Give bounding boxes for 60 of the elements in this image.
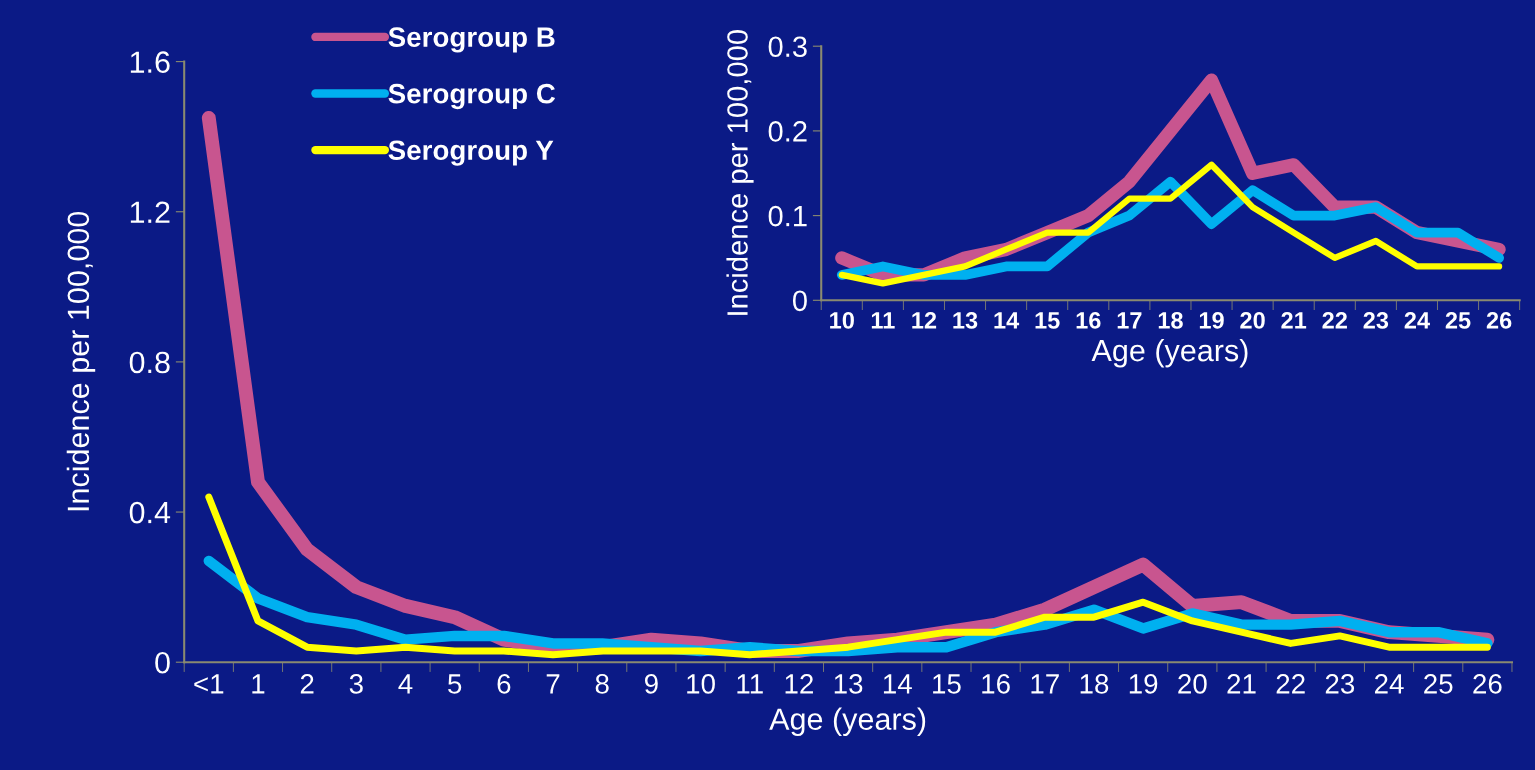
x-tick-label: 18	[1080, 674, 1109, 694]
x-tick-label: 20	[1240, 312, 1265, 329]
x-tick-label: 20	[1178, 674, 1207, 694]
x-tick-label: 12	[912, 312, 937, 329]
x-tick-label: 26	[1486, 312, 1512, 329]
x-tick-label: 13	[834, 674, 863, 694]
x-tick-label: 10	[830, 312, 854, 329]
x-tick-label: 11	[871, 312, 895, 329]
x-tick-label: 15	[933, 674, 961, 694]
x-tick-label: 22	[1276, 674, 1305, 694]
x-tick-label: 22	[1322, 312, 1347, 329]
x-tick-label: 24	[1374, 674, 1404, 694]
x-tick-label: 25	[1424, 674, 1453, 694]
x-tick-label: 7	[546, 674, 560, 694]
x-tick-label: <1	[194, 674, 224, 694]
x-tick-label: 9	[644, 674, 658, 694]
y-tick-label: 0.8	[129, 351, 170, 374]
x-tick-label: 18	[1158, 312, 1183, 329]
y-tick-label: 0.2	[768, 121, 807, 142]
x-tick-label: 1	[252, 674, 265, 694]
y-tick-label: 1.6	[130, 51, 170, 73]
x-axis-title: Age (years)	[769, 707, 926, 737]
x-tick-label: 6	[497, 674, 511, 694]
y-tick-label: 0	[792, 290, 807, 312]
x-axis-title: Age (years)	[1091, 338, 1248, 368]
x-tick-label: 19	[1129, 674, 1158, 694]
x-tick-label: 23	[1325, 674, 1355, 694]
x-tick-label: 5	[448, 674, 462, 694]
x-tick-label: 13	[953, 312, 978, 329]
y-axis-title: Incidence per 100,000	[66, 211, 96, 511]
x-tick-label: 14	[883, 674, 912, 694]
legend-label: Serogroup B	[388, 27, 555, 53]
x-tick-label: 16	[1076, 312, 1101, 329]
y-tick-label: 1.2	[130, 201, 170, 223]
x-tick-label: 10	[687, 674, 715, 694]
x-tick-label: 24	[1404, 312, 1430, 329]
x-tick-label: 21	[1227, 674, 1256, 694]
x-tick-label: 4	[398, 674, 413, 694]
x-tick-label: 11	[737, 674, 763, 694]
x-tick-label: 17	[1031, 674, 1059, 694]
x-tick-label: 16	[982, 674, 1010, 694]
y-tick-label: 0	[155, 651, 170, 674]
x-tick-label: 8	[595, 674, 609, 694]
x-tick-label: 12	[785, 674, 813, 694]
legend-label: Serogroup Y	[388, 140, 554, 166]
x-tick-label: 19	[1199, 312, 1224, 329]
x-tick-label: 25	[1445, 312, 1471, 329]
y-tick-label: 0.3	[768, 36, 807, 58]
x-tick-label: 2	[300, 674, 314, 694]
legend-label: Serogroup C	[388, 83, 556, 110]
x-tick-label: 21	[1281, 312, 1307, 329]
x-tick-label: 23	[1363, 312, 1389, 329]
x-tick-label: 3	[349, 674, 363, 694]
x-tick-label: 17	[1117, 312, 1142, 329]
x-tick-label: 14	[994, 312, 1020, 329]
x-tick-label: 26	[1473, 674, 1502, 694]
y-tick-label: 0.1	[768, 205, 807, 227]
x-tick-label: 15	[1035, 312, 1060, 329]
y-axis-title: Incidence per 100,000	[726, 30, 754, 315]
y-tick-label: 0.4	[129, 501, 171, 524]
